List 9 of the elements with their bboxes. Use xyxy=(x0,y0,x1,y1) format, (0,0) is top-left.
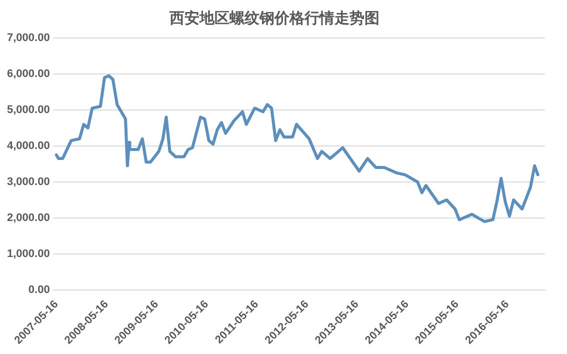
y-tick-label: 5,000.00 xyxy=(6,104,50,116)
y-tick-label: 7,000.00 xyxy=(6,32,50,44)
y-tick-label: 1,000.00 xyxy=(6,248,50,260)
chart-title: 西安地区螺纹钢价格行情走势图 xyxy=(168,8,380,27)
y-tick-label: 0.00 xyxy=(28,284,50,296)
y-tick-label: 2,000.00 xyxy=(6,212,50,224)
y-tick-label: 4,000.00 xyxy=(6,140,50,152)
y-tick-label: 6,000.00 xyxy=(6,68,50,80)
y-tick-label: 3,000.00 xyxy=(6,176,50,188)
